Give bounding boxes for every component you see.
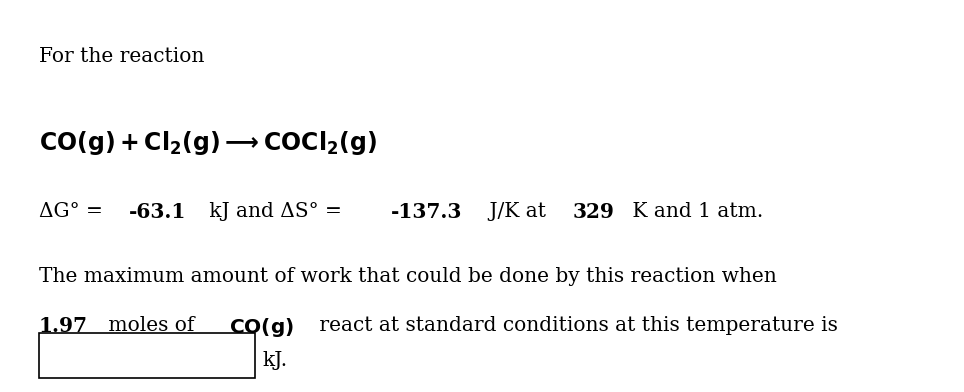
Text: -63.1: -63.1: [129, 202, 187, 222]
Text: -137.3: -137.3: [390, 202, 462, 222]
Text: $\bf{CO(g)}$: $\bf{CO(g)}$: [229, 316, 294, 339]
Text: kJ.: kJ.: [262, 351, 287, 370]
Text: kJ and ΔS° =: kJ and ΔS° =: [203, 202, 349, 221]
Text: J/K at: J/K at: [483, 202, 552, 221]
Text: ΔG° =: ΔG° =: [39, 202, 109, 221]
Text: For the reaction: For the reaction: [39, 47, 204, 66]
Text: $\bf{CO(g) + Cl_2(g){\longrightarrow}COCl_2(g)}$: $\bf{CO(g) + Cl_2(g){\longrightarrow}COC…: [39, 129, 377, 157]
Text: 329: 329: [573, 202, 614, 222]
Text: The maximum amount of work that could be done by this reaction when: The maximum amount of work that could be…: [39, 267, 776, 285]
Text: react at standard conditions at this temperature is: react at standard conditions at this tem…: [313, 316, 838, 334]
Text: moles of: moles of: [102, 316, 201, 334]
Bar: [39, 333, 255, 378]
Text: K and 1 atm.: K and 1 atm.: [627, 202, 763, 221]
Text: 1.97: 1.97: [39, 316, 88, 336]
